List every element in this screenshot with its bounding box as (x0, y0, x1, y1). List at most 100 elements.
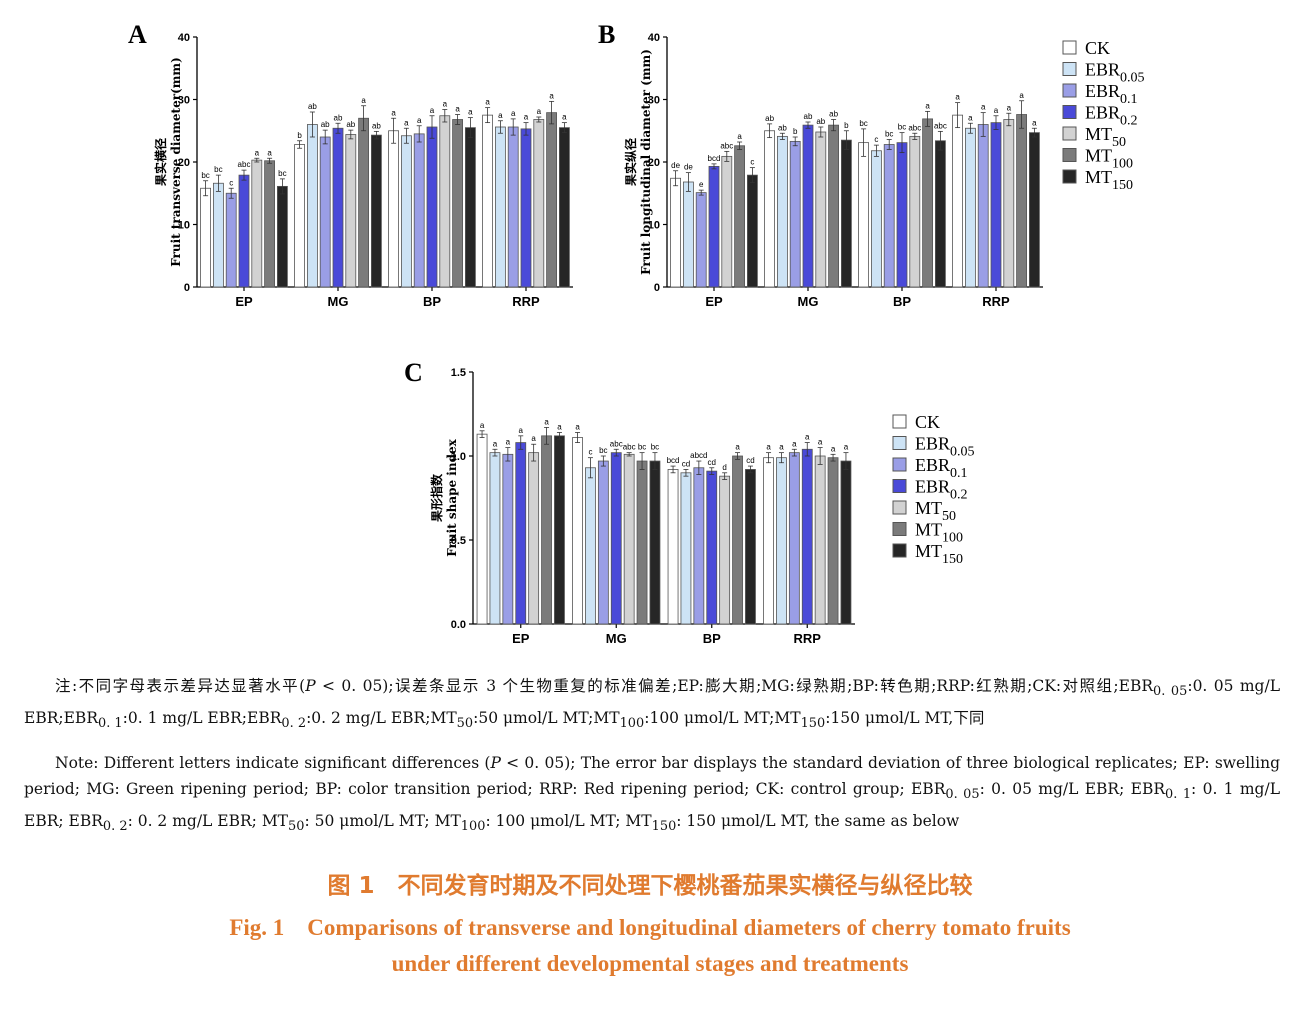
legend-label: EBR0.1 (1085, 81, 1138, 107)
bar (212, 182, 224, 288)
significance-letter: a (468, 108, 473, 117)
significance-letter: b (793, 127, 798, 136)
y-axis-label-en: Fruit transverse diameter(mm) (169, 57, 183, 267)
significance-letter: a (1007, 103, 1012, 112)
bar (388, 130, 400, 288)
bar (693, 467, 705, 625)
y-tick-label: 0 (654, 282, 660, 294)
legend-label: CK (915, 412, 940, 432)
bar (623, 453, 635, 625)
bar (764, 130, 775, 288)
bar (1003, 119, 1015, 288)
bar (489, 452, 501, 625)
significance-letter: b (297, 131, 302, 140)
bar (683, 181, 694, 288)
legend-label: EBR0.05 (1085, 60, 1145, 86)
significance-letter: ab (804, 112, 813, 121)
bar (610, 452, 622, 625)
note-english: Note: Different letters indicate signifi… (24, 754, 1280, 835)
bar (426, 126, 438, 288)
bar (559, 127, 570, 288)
y-tick-label: 40 (648, 32, 660, 44)
legend-swatch (892, 457, 907, 472)
significance-letter: a (1019, 91, 1024, 100)
panel-letter: C (404, 358, 423, 387)
bar (200, 187, 212, 288)
bar (952, 114, 963, 288)
bar (264, 160, 276, 288)
significance-letter: abc (934, 121, 947, 130)
legend-label-sub: 50 (942, 509, 956, 524)
significance-letter: e (699, 180, 704, 189)
significance-letter: abcd (690, 451, 707, 460)
y-axis-label-en: Fruit shape index (445, 438, 459, 556)
x-tick-label: BP (893, 294, 911, 309)
significance-letter: a (994, 106, 999, 115)
bar (776, 457, 787, 625)
bar (827, 457, 839, 625)
bar (802, 124, 814, 288)
y-tick-label: 20 (648, 157, 660, 169)
significance-letter: b (844, 121, 849, 130)
legend-swatch (892, 414, 907, 429)
significance-letter: a (361, 96, 366, 105)
significance-letter: a (831, 444, 836, 453)
x-tick-label: EP (705, 294, 723, 309)
significance-letter: a (417, 116, 422, 125)
caption-chinese: 图 1 不同发育时期及不同处理下樱桃番茄果实横径与纵径比较 (327, 873, 973, 899)
significance-letter: a (818, 438, 823, 447)
bar (815, 131, 827, 288)
significance-letter: ab (778, 123, 787, 132)
bar (734, 145, 745, 288)
bar (597, 460, 609, 625)
note-chinese: 注:不同字母表示差异达显著水平(P < 0. 05);误差条显示 3 个生物重复… (24, 677, 1280, 732)
significance-letter: c (588, 448, 592, 457)
legend-swatch (1062, 126, 1077, 141)
x-tick-label: BP (703, 631, 721, 646)
significance-letter: abc (720, 141, 733, 150)
significance-letter: ab (321, 120, 330, 129)
legend-label: MT50 (915, 498, 956, 524)
legend-swatch (892, 500, 907, 515)
legend-label-base: CK (915, 412, 940, 432)
legend-label: MT150 (915, 541, 963, 567)
bar (990, 122, 1002, 288)
bar (649, 460, 661, 625)
legend-swatch (1062, 105, 1077, 119)
x-tick-label: EP (512, 631, 530, 646)
bar (719, 475, 731, 625)
significance-letter: bc (885, 130, 893, 139)
significance-letter: a (506, 438, 511, 447)
y-axis-label: 果实纵径Fruit longitudinal diameter (mm) (623, 49, 653, 275)
bar (935, 140, 946, 288)
legend-label-sub: 0.2 (1120, 114, 1138, 129)
bar (276, 185, 288, 288)
y-axis-label-en: Fruit longitudinal diameter (mm) (639, 49, 653, 275)
bar (670, 177, 681, 288)
legend-label: MT150 (1085, 167, 1133, 193)
significance-letter: a (404, 118, 409, 127)
legend-label-base: MT (915, 541, 942, 561)
bar (965, 127, 976, 288)
significance-letter: a (925, 101, 930, 110)
significance-letter: d (722, 463, 726, 472)
legend-label-sub: 150 (1112, 178, 1133, 193)
significance-letter: a (575, 422, 580, 431)
significance-letter: a (443, 100, 448, 109)
y-axis-label-cn: 果实横径 (153, 138, 168, 187)
y-tick-label: 30 (648, 95, 660, 107)
bar (400, 135, 412, 288)
bar (533, 119, 545, 288)
bar (332, 127, 344, 288)
bar (520, 128, 532, 288)
significance-letter: a (430, 106, 435, 115)
bar (546, 112, 557, 288)
legend-label-base: EBR (915, 455, 950, 475)
legend-label-base: CK (1085, 38, 1110, 58)
legend-swatch (1062, 62, 1077, 76)
y-axis-label-cn: 果形指数 (429, 473, 444, 523)
legend-label-sub: 100 (942, 531, 963, 546)
